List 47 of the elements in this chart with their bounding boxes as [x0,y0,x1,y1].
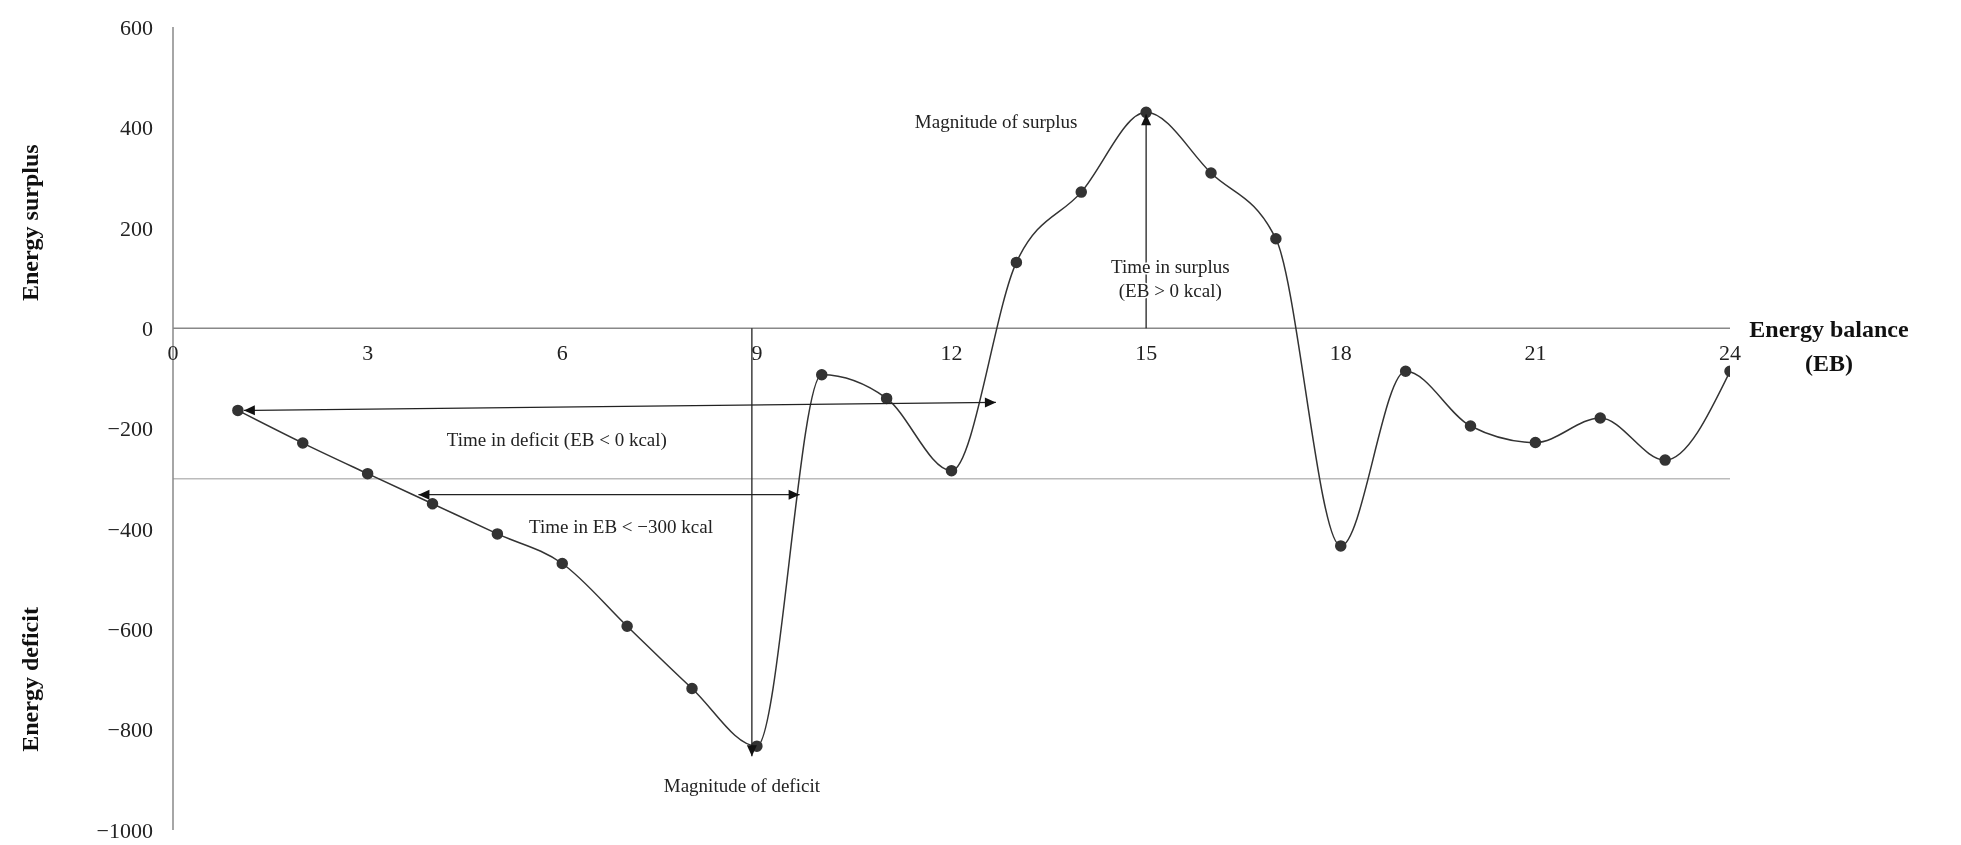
point [1594,412,1606,424]
x-tick-label: 18 [1329,340,1352,366]
x-tick-label: 3 [362,340,374,366]
x-tick-label: 9 [751,340,763,366]
point [816,369,828,381]
point [1205,167,1217,179]
y-tick-label: −200 [107,416,153,442]
x-tick-label: 21 [1524,340,1547,366]
point [945,464,958,477]
y-tick-label: 0 [142,315,153,341]
y-tick-label: −600 [107,617,153,643]
point [686,682,698,695]
point [232,404,244,417]
text: Energy deficit [17,607,43,752]
point [1399,365,1412,378]
point [1335,540,1347,552]
y-tick-label: 600 [120,14,153,40]
y-tick-label: 400 [120,115,153,141]
x-tick-label: 15 [1135,340,1158,366]
x-axis-title: Energy balance (EB) [1749,316,1909,377]
annotation: Time in EB < −300 kcal [529,515,713,537]
y-tick-label: 200 [120,215,153,241]
annotation: Magnitude of deficit [663,775,821,797]
annotation: Magnitude of surplus [914,111,1078,133]
point [491,528,504,540]
point [1659,454,1671,466]
point [880,392,893,405]
x-tick-label: 6 [556,340,568,366]
point [621,620,633,632]
x-tick-label: 0 [167,340,179,366]
point [1464,420,1477,432]
point [556,557,568,570]
point [361,467,374,480]
point [1010,256,1023,269]
y-tick-label: −1000 [96,817,153,843]
point [1140,106,1152,119]
y-axis-title: Energy surplus [17,144,43,302]
point [1075,186,1087,198]
annotation: Time in deficit (EB < 0 kcal) [446,429,667,452]
y-tick-label: −800 [107,717,153,743]
point [426,498,439,510]
point [1529,436,1542,449]
x-tick-label: 24 [1719,340,1741,366]
x-tick-label: 12 [940,340,963,366]
point [297,437,309,449]
point [1270,233,1282,245]
y-tick-label: −400 [107,516,153,542]
